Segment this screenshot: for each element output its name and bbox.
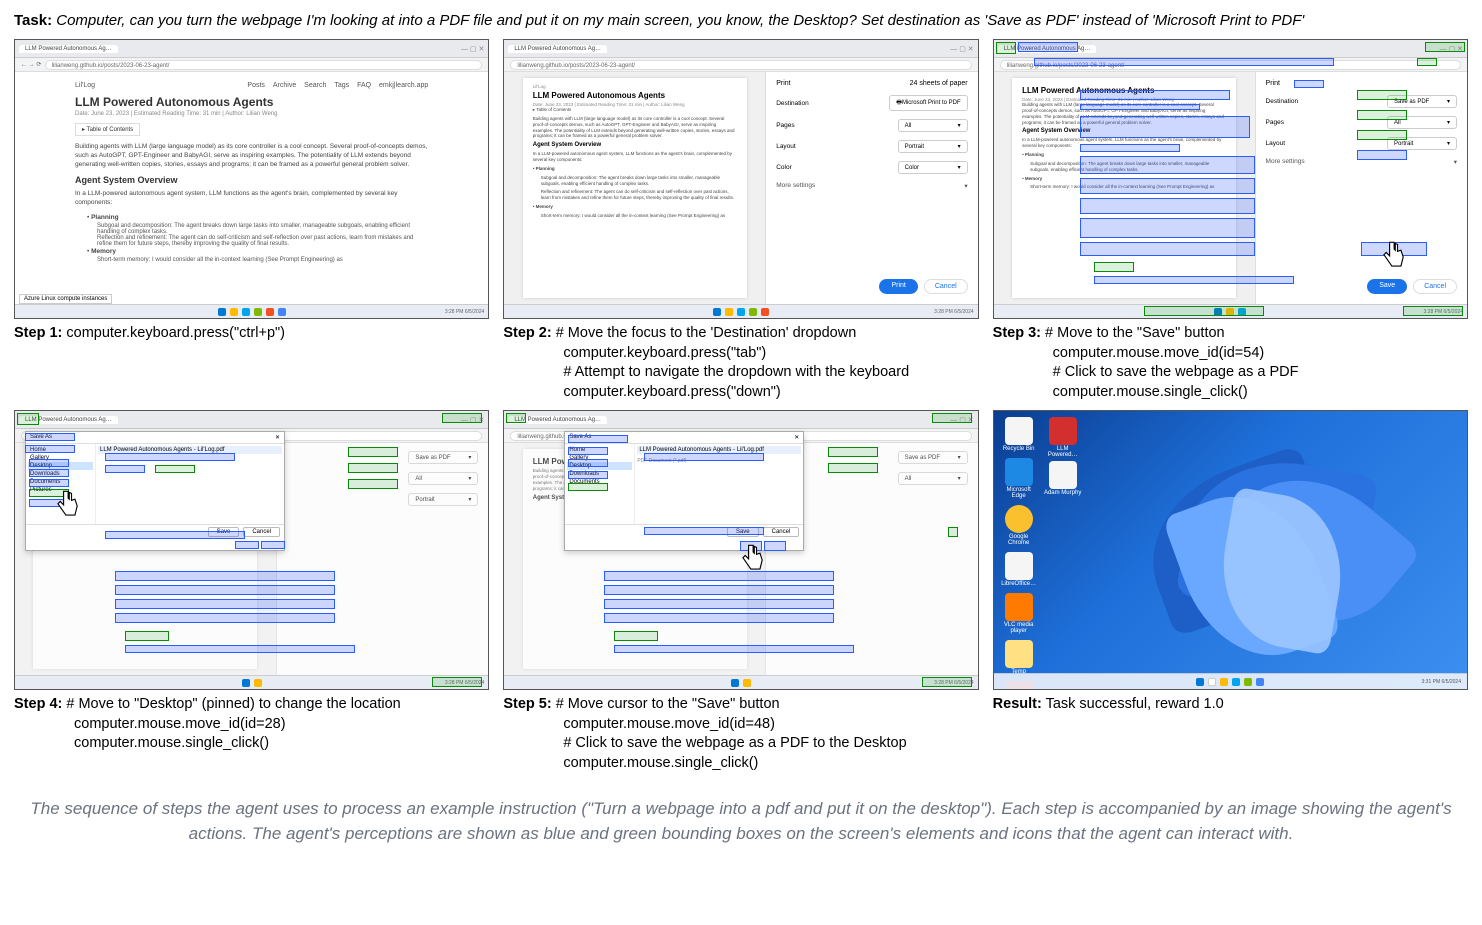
taskbar[interactable]: 3:31 PM 6/5/2024 xyxy=(994,673,1467,689)
taskbar-icon[interactable] xyxy=(266,308,274,316)
page-h2: Agent System Overview xyxy=(75,175,428,185)
nav-link[interactable]: emkj|learch.app xyxy=(379,82,428,89)
result-screenshot: Recycle Bin Microsoft Edge Google Chrome… xyxy=(993,410,1468,690)
nav-link[interactable]: Search xyxy=(304,82,326,89)
desktop-icon[interactable]: Microsoft Edge xyxy=(1000,458,1038,499)
pages-label: Pages xyxy=(776,122,794,129)
bullet-sub: Reflection and refinement: The agent can… xyxy=(75,235,428,247)
bloom-graphic xyxy=(1107,451,1427,651)
system-tray[interactable]: 3:28 PM 6/5/2024 xyxy=(445,309,484,315)
browser-tab[interactable]: LLM Powered Autonomous Ag… xyxy=(19,45,118,53)
step-grid: LLM Powered Autonomous Ag… — ▢ ✕ ← → ⟳ l… xyxy=(14,39,1468,774)
desktop-icons: Recycle Bin Microsoft Edge Google Chrome… xyxy=(1000,417,1038,689)
more-settings[interactable]: More settings▾ xyxy=(776,182,967,190)
page-h1: LLM Powered Autonomous Agents xyxy=(75,95,428,109)
step-1-cell: LLM Powered Autonomous Ag… — ▢ ✕ ← → ⟳ l… xyxy=(14,39,489,402)
site-title[interactable]: Lil'Log xyxy=(75,82,95,89)
browser-tabstrip: LLM Powered Autonomous Ag… — ▢ ✕ xyxy=(15,40,488,58)
nav-links: Posts Archive Search Tags FAQ emkj|learc… xyxy=(241,82,428,89)
step-4-screenshot: LLM Powered Autonomous Ag…— ▢ ✕ lilianwe… xyxy=(14,410,489,690)
bullet-planning: • Planning xyxy=(75,213,428,223)
print-panel: Print 24 sheets of paper Destination 🖶Mi… xyxy=(765,72,977,304)
system-tray[interactable]: 3:28 PM 6/5/2024 xyxy=(934,309,973,315)
desktop-icon[interactable]: Adam Murphy xyxy=(1044,461,1082,496)
dest-select[interactable]: 🖶Microsoft Print to PDF xyxy=(889,95,967,111)
layout-select[interactable]: Portrait▾ xyxy=(898,140,968,153)
step-1-caption: Step 1: computer.keyboard.press("ctrl+p"… xyxy=(14,324,489,344)
nav-link[interactable]: Posts xyxy=(247,82,265,89)
nav-fwd-icon[interactable]: → xyxy=(29,62,35,68)
result-cell: Recycle Bin Microsoft Edge Google Chrome… xyxy=(993,410,1468,773)
nav-back-icon[interactable]: ← xyxy=(21,62,27,68)
annotation-overlay xyxy=(994,40,1467,318)
reload-icon[interactable]: ⟳ xyxy=(36,61,41,68)
address-bar: lilianweng.github.io/posts/2023-06-23-ag… xyxy=(504,58,977,72)
print-title: Print xyxy=(776,80,790,87)
window-controls[interactable]: — ▢ ✕ xyxy=(461,45,484,53)
desktop-icon[interactable]: Recycle Bin xyxy=(1000,417,1038,452)
step-2-caption: Step 2: # Move the focus to the 'Destina… xyxy=(503,324,978,402)
print-sheets: 24 sheets of paper xyxy=(910,80,968,87)
nav-link[interactable]: Tags xyxy=(334,82,349,89)
url-input[interactable]: lilianweng.github.io/posts/2023-06-23-ag… xyxy=(510,60,971,70)
browser-tabstrip: LLM Powered Autonomous Ag… — ▢ ✕ xyxy=(504,40,977,58)
print-button[interactable]: Print xyxy=(879,279,917,294)
taskbar-icon[interactable] xyxy=(278,308,286,316)
step-1-screenshot: LLM Powered Autonomous Ag… — ▢ ✕ ← → ⟳ l… xyxy=(14,39,489,319)
desktop-icon-pdf[interactable]: LLM Powered… xyxy=(1044,417,1082,458)
step-3-caption: Step 3: # Move to the "Save" button comp… xyxy=(993,324,1468,402)
pages-select[interactable]: All▾ xyxy=(898,119,968,132)
taskbar-icon[interactable] xyxy=(242,308,250,316)
desktop-icon[interactable]: LibreOffice… xyxy=(1000,552,1038,587)
cancel-button[interactable]: Cancel xyxy=(924,279,968,294)
desktop-icon[interactable]: Google Chrome xyxy=(1000,505,1038,546)
print-preview: Lil'Log LLM Powered Autonomous Agents Da… xyxy=(504,72,765,304)
page-meta: Date: June 23, 2023 | Estimated Reading … xyxy=(75,111,428,117)
step-4-cell: LLM Powered Autonomous Ag…— ▢ ✕ lilianwe… xyxy=(14,410,489,773)
step-2-screenshot: LLM Powered Autonomous Ag… — ▢ ✕ lilianw… xyxy=(503,39,978,319)
step-3-cell: LLM Powered Autonomous Ag…— ▢ ✕ lilianwe… xyxy=(993,39,1468,402)
window-controls[interactable]: — ▢ ✕ xyxy=(950,45,973,53)
step-3-screenshot: LLM Powered Autonomous Ag…— ▢ ✕ lilianwe… xyxy=(993,39,1468,319)
result-caption: Result: Task successful, reward 1.0 xyxy=(993,695,1468,715)
step-2-cell: LLM Powered Autonomous Ag… — ▢ ✕ lilianw… xyxy=(503,39,978,402)
bullet-sub: Subgoal and decomposition: The agent bre… xyxy=(75,223,428,235)
browser-tab[interactable]: LLM Powered Autonomous Ag… xyxy=(508,45,607,53)
taskbar-icon[interactable] xyxy=(230,308,238,316)
step-5-screenshot: LLM Powered Autonomous Ag…— ▢ ✕ lilianwe… xyxy=(503,410,978,690)
bullet-sub: Short-term memory: I would consider all … xyxy=(75,257,428,263)
taskbar-icon[interactable] xyxy=(254,308,262,316)
intro-para: Building agents with LLM (large language… xyxy=(75,142,428,169)
cursor-hand-icon xyxy=(1379,240,1407,274)
page-content: Lil'Log Posts Archive Search Tags FAQ em… xyxy=(15,72,488,304)
print-dialog: Lil'Log LLM Powered Autonomous Agents Da… xyxy=(504,72,977,304)
color-select[interactable]: Color▾ xyxy=(898,161,968,174)
url-input[interactable]: lilianweng.github.io/posts/2023-06-23-ag… xyxy=(45,60,483,70)
taskbar[interactable]: 3:28 PM 6/5/2024 xyxy=(15,304,488,318)
taskbar[interactable]: 3:28 PM 6/5/2024 xyxy=(504,304,977,318)
dest-label: Destination xyxy=(776,100,809,107)
taskbar-icon[interactable] xyxy=(218,308,226,316)
figure-caption: The sequence of steps the agent uses to … xyxy=(14,796,1468,847)
task-line: Task: Computer, can you turn the webpage… xyxy=(14,10,1468,31)
task-text: Computer, can you turn the webpage I'm l… xyxy=(56,12,1304,29)
step-5-cell: LLM Powered Autonomous Ag…— ▢ ✕ lilianwe… xyxy=(503,410,978,773)
desktop-icon[interactable]: Temp xyxy=(1000,640,1038,675)
task-label: Task: xyxy=(14,12,52,29)
desktop-icon[interactable]: VLC media player xyxy=(1000,593,1038,634)
address-bar: ← → ⟳ lilianweng.github.io/posts/2023-06… xyxy=(15,58,488,72)
toc-toggle[interactable]: ▸ Table of Contents xyxy=(75,123,140,136)
layout-label: Layout xyxy=(776,143,796,150)
desktop-wallpaper: Recycle Bin Microsoft Edge Google Chrome… xyxy=(994,411,1467,689)
step-4-caption: Step 4: # Move to "Desktop" (pinned) to … xyxy=(14,695,489,754)
step-5-caption: Step 5: # Move cursor to the "Save" butt… xyxy=(503,695,978,773)
overview-para: In a LLM-powered autonomous agent system… xyxy=(75,189,428,207)
preview-page: Lil'Log LLM Powered Autonomous Agents Da… xyxy=(523,78,747,298)
status-hint: Azure Linux compute instances xyxy=(19,294,112,304)
color-label: Color xyxy=(776,164,792,171)
nav-link[interactable]: Archive xyxy=(273,82,296,89)
bullet-memory: • Memory xyxy=(75,247,428,257)
nav-link[interactable]: FAQ xyxy=(357,82,371,89)
